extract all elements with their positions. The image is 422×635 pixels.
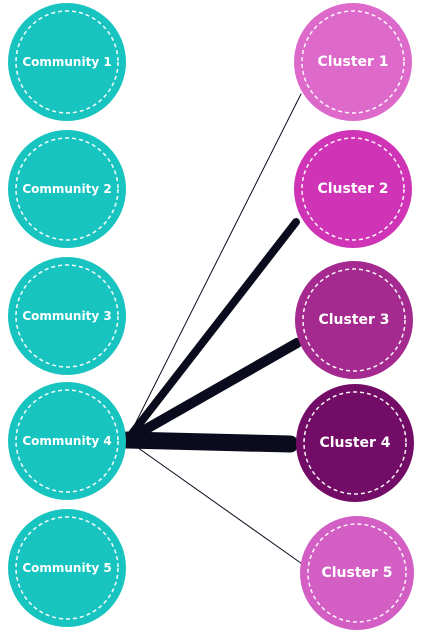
dashed-ring xyxy=(15,10,119,114)
community-circle xyxy=(8,257,126,375)
cluster-circle xyxy=(294,130,412,248)
cluster-node-4: Cluster 4 xyxy=(296,384,414,502)
cluster-label: Cluster 5 xyxy=(321,565,392,581)
dashed-ring xyxy=(15,389,119,493)
cluster-node-5: Cluster 5 xyxy=(300,516,414,630)
community-node-2: Community 2 xyxy=(8,130,126,248)
link-community-4-cluster-4 xyxy=(118,431,299,453)
cluster-circle xyxy=(295,261,413,379)
link-community-4-cluster-3 xyxy=(121,337,303,446)
dashed-ring xyxy=(303,391,407,495)
link-community-4-cluster-1 xyxy=(126,93,302,441)
cluster-node-2: Cluster 2 xyxy=(294,130,412,248)
community-label: Community 5 xyxy=(22,561,111,575)
community-circle xyxy=(8,3,126,121)
cluster-node-3: Cluster 3 xyxy=(295,261,413,379)
dashed-ring xyxy=(301,10,405,114)
dashed-ring xyxy=(307,523,407,623)
cluster-label: Cluster 3 xyxy=(318,312,389,328)
community-node-4: Community 4 xyxy=(8,382,126,500)
dashed-ring xyxy=(15,516,119,620)
dashed-ring xyxy=(301,137,405,241)
cluster-circle xyxy=(300,516,414,630)
community-label: Community 1 xyxy=(22,55,111,69)
link-community-4-cluster-2 xyxy=(123,218,300,444)
community-label: Community 4 xyxy=(22,434,111,448)
dashed-ring xyxy=(15,137,119,241)
links-layer xyxy=(118,93,306,567)
community-node-5: Community 5 xyxy=(8,509,126,627)
cluster-label: Cluster 4 xyxy=(319,435,390,451)
cluster-circle xyxy=(296,384,414,502)
cluster-circle xyxy=(294,3,412,121)
community-label: Community 3 xyxy=(22,309,111,323)
cluster-node-1: Cluster 1 xyxy=(294,3,412,121)
link-community-4-cluster-5 xyxy=(126,439,306,567)
cluster-label: Cluster 2 xyxy=(317,181,388,197)
dashed-ring xyxy=(302,268,406,372)
community-circle xyxy=(8,382,126,500)
community-node-3: Community 3 xyxy=(8,257,126,375)
community-circle xyxy=(8,509,126,627)
community-circle xyxy=(8,130,126,248)
community-node-1: Community 1 xyxy=(8,3,126,121)
community-label: Community 2 xyxy=(22,182,111,196)
dashed-ring xyxy=(15,264,119,368)
cluster-label: Cluster 1 xyxy=(317,54,388,70)
